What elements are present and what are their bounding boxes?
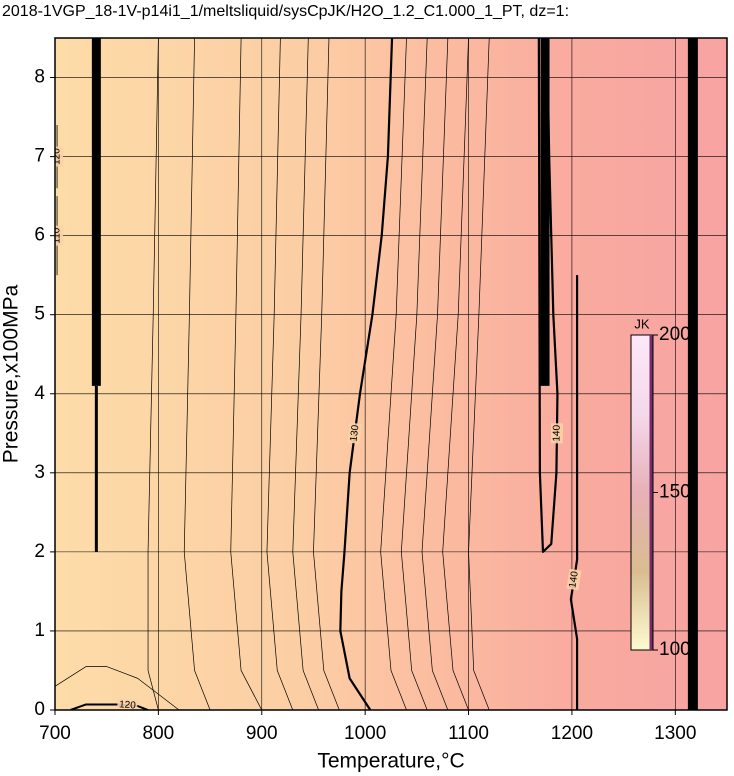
y-tick-label: 4 xyxy=(34,383,45,404)
contour-line xyxy=(380,38,407,710)
contour-line xyxy=(442,38,469,710)
contour-label-group: 130 xyxy=(347,422,363,444)
contour-line xyxy=(421,38,449,710)
y-tick-label: 8 xyxy=(34,67,45,88)
contour-line xyxy=(537,38,559,553)
contour-line xyxy=(55,666,180,710)
contour-line xyxy=(468,38,490,710)
contour-line xyxy=(183,38,211,710)
contour-label-bg xyxy=(55,225,64,246)
plot-area: 130 140 140 120 110 120 xyxy=(52,38,727,711)
contour-label-group: 110 xyxy=(52,225,64,246)
contour-line xyxy=(292,38,319,710)
colorbar-tick-label: 100 xyxy=(659,639,691,660)
contour-label: 110 xyxy=(52,227,63,243)
x-tick-label: 1300 xyxy=(654,723,696,744)
colorbar-tick-label: 150 xyxy=(659,482,691,503)
y-tick-label: 5 xyxy=(34,304,45,325)
contour-label-group: 140 xyxy=(550,423,564,444)
contour-line xyxy=(70,703,149,710)
contour-label-group: 120 xyxy=(52,146,64,167)
contour-label: 140 xyxy=(567,570,581,589)
contour-line xyxy=(313,38,340,710)
contour-label-bg xyxy=(347,422,363,444)
contour-line xyxy=(400,38,428,710)
contour-label: 120 xyxy=(119,699,137,711)
y-tick-label: 0 xyxy=(34,699,45,720)
contour-line xyxy=(230,38,263,710)
x-tick-label: 800 xyxy=(143,723,175,744)
y-tick-label: 1 xyxy=(34,620,45,641)
contour-line xyxy=(147,38,159,710)
contour-label: 140 xyxy=(551,424,562,441)
plot-background xyxy=(55,38,727,710)
colorbar-label: JK xyxy=(634,316,650,331)
y-tick-label: 6 xyxy=(34,225,45,246)
plot-frame xyxy=(54,37,728,711)
x-tick-label: 1000 xyxy=(344,723,386,744)
x-tick-label: 1200 xyxy=(551,723,593,744)
contour-line xyxy=(266,38,294,710)
y-tick-label: 2 xyxy=(34,541,45,562)
x-axis-label: Temperature,°C xyxy=(317,750,464,773)
contour-line xyxy=(339,38,394,710)
x-tick-label: 700 xyxy=(39,723,71,744)
contour-label-group: 120 xyxy=(116,698,138,711)
x-tick-label: 900 xyxy=(246,723,278,744)
colorbar-tick-label: 200 xyxy=(659,324,691,345)
x-tick-label: 1100 xyxy=(448,723,489,744)
contour-label: 130 xyxy=(348,424,361,442)
contour-label-bg xyxy=(116,698,138,710)
contour-label-bg xyxy=(566,568,582,591)
y-tick-label: 7 xyxy=(34,146,45,167)
y-axis-label: Pressure,x100MPa xyxy=(0,284,23,463)
contour-label-bg xyxy=(55,146,64,167)
contour-label-bg xyxy=(550,423,564,444)
chart-title: 2018-1VGP_18-1V-p14i1_1/meltsliquid/sysC… xyxy=(2,3,569,20)
contour-label: 120 xyxy=(52,148,63,165)
y-tick-label: 3 xyxy=(34,462,45,483)
contour-label-group: 140 xyxy=(566,568,582,591)
